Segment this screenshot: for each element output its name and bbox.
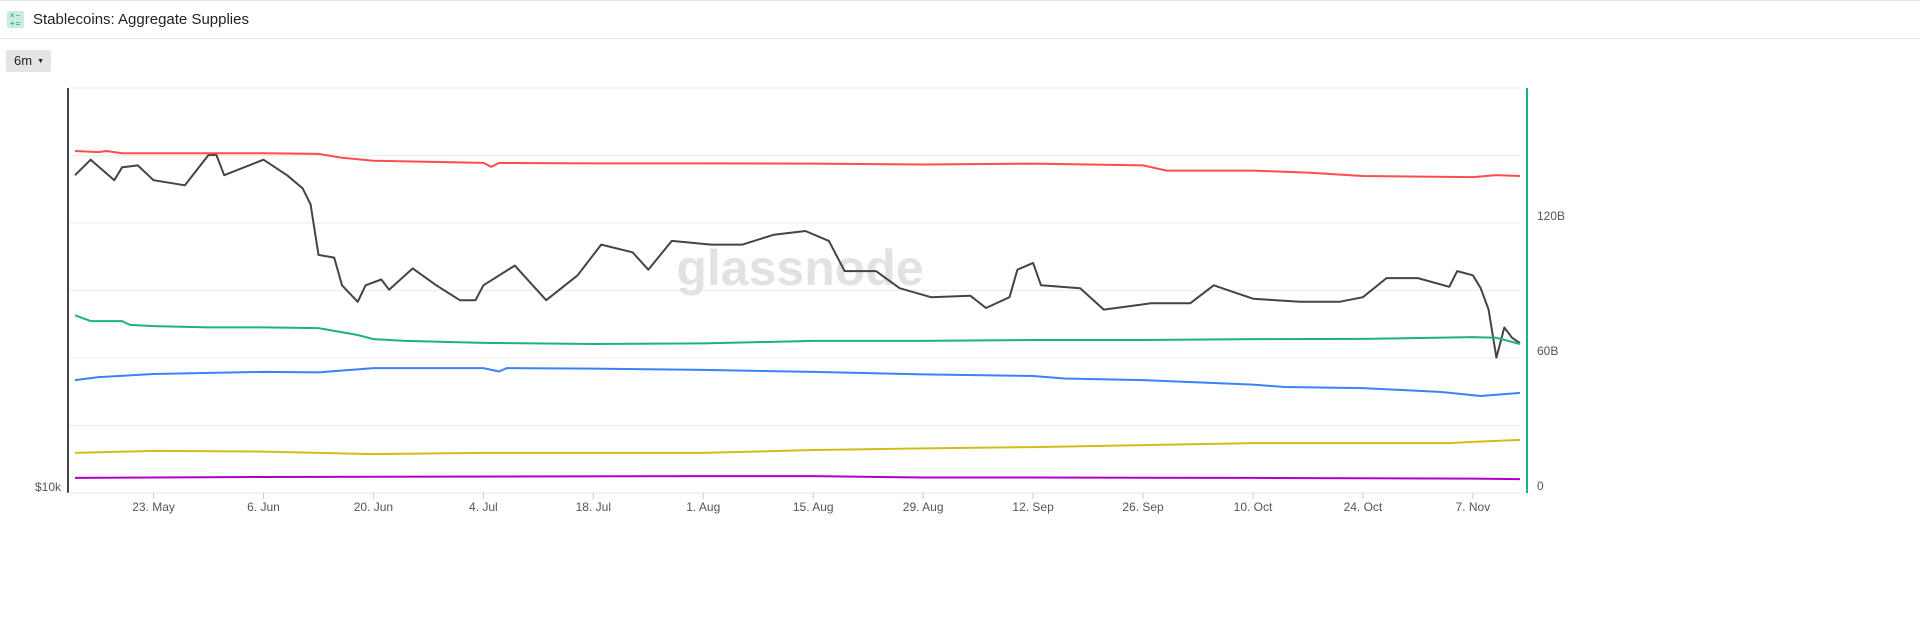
- left-tick-label: $10k: [35, 480, 62, 494]
- series-line-4: [74, 438, 1521, 456]
- left-axis-ticks: $10k: [35, 480, 62, 494]
- x-tick-label: 23. May: [132, 500, 175, 514]
- x-tick-label: 24. Oct: [1344, 500, 1383, 514]
- x-tick-label: 1. Aug: [686, 500, 720, 514]
- x-tick-label: 15. Aug: [793, 500, 834, 514]
- x-tick-label: 10. Oct: [1234, 500, 1273, 514]
- x-tick-label: 20. Jun: [354, 500, 393, 514]
- x-tick-label: 4. Jul: [469, 500, 498, 514]
- series-line-3: [74, 367, 1521, 397]
- series-line-2: [74, 314, 1521, 345]
- page-title: Stablecoins: Aggregate Supplies: [33, 11, 249, 28]
- right-tick-label: 120B: [1537, 209, 1565, 223]
- x-tick-label: 6. Jun: [247, 500, 280, 514]
- right-tick-label: 60B: [1537, 344, 1558, 358]
- x-tick-label: 29. Aug: [903, 500, 944, 514]
- caret-down-icon: ▼: [37, 58, 44, 65]
- right-tick-label: 0: [1537, 479, 1544, 493]
- gridlines: [68, 87, 1520, 426]
- x-tick-label: 18. Jul: [576, 500, 611, 514]
- chart-header: ×− += Stablecoins: Aggregate Supplies: [0, 1, 1920, 39]
- right-axis-ticks: 0 60B 120B: [1537, 209, 1565, 493]
- range-label: 6m: [14, 53, 33, 68]
- x-tick-label: 26. Sep: [1122, 500, 1164, 514]
- x-tick-label: 12. Sep: [1012, 500, 1054, 514]
- series-line-1: [74, 150, 1521, 179]
- x-tick-label: 7. Nov: [1456, 500, 1491, 514]
- range-selector[interactable]: 6m ▼: [6, 50, 51, 72]
- calculator-icon: ×− +=: [7, 11, 24, 28]
- x-axis-ticks: 23. May 6. Jun 20. Jun 4. Jul 18. Jul 1. Aug 1…: [132, 493, 1490, 514]
- series-lines: [74, 150, 1521, 481]
- top-border: [0, 0, 1920, 1]
- series-line-5: [74, 475, 1521, 481]
- watermark: glassnode: [676, 240, 923, 296]
- series-line-0: [74, 154, 1521, 359]
